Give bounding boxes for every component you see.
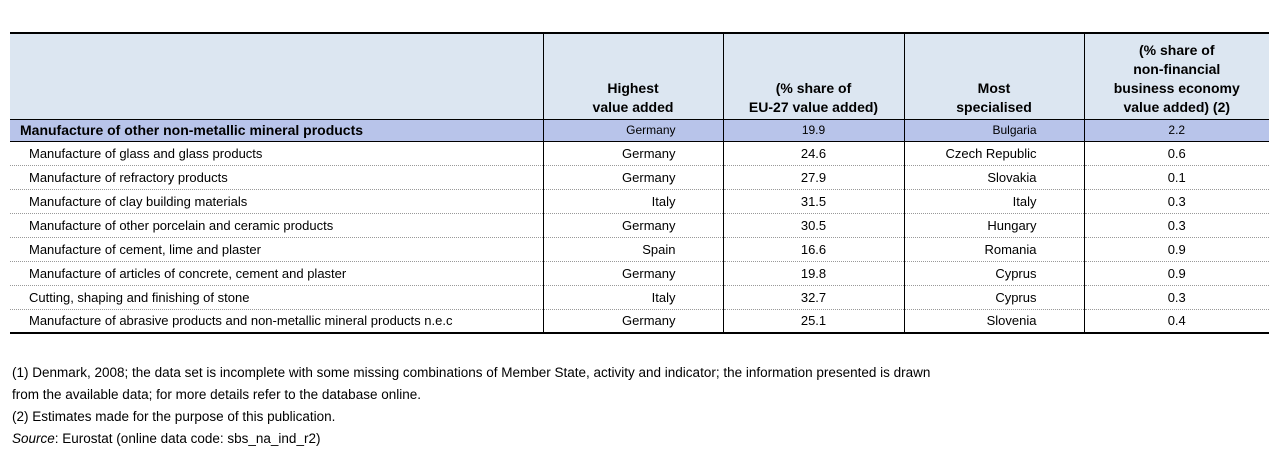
footnote-1-line-1: (1) Denmark, 2008; the data set is incom… bbox=[12, 365, 931, 380]
cell-most-specialised: Bulgaria bbox=[903, 119, 1084, 142]
cell-share-eu27: 24.6 bbox=[722, 141, 904, 166]
cell-share-nonfinancial: 0.3 bbox=[1083, 285, 1269, 310]
cell-share-nonfinancial: 2.2 bbox=[1083, 119, 1269, 142]
table-row-total: Manufacture of other non-metallic minera… bbox=[10, 119, 1269, 142]
cell-highest: Spain bbox=[542, 237, 723, 262]
cell-share-nonfinancial: 0.3 bbox=[1083, 189, 1269, 214]
row-label: Manufacture of other non-metallic minera… bbox=[10, 119, 543, 142]
source-label: Source bbox=[12, 431, 55, 446]
row-label: Manufacture of refractory products bbox=[10, 165, 543, 190]
cell-highest: Germany bbox=[542, 261, 723, 286]
cell-most-specialised: Italy bbox=[903, 189, 1084, 214]
row-label: Manufacture of glass and glass products bbox=[10, 141, 543, 166]
cell-share-nonfinancial: 0.9 bbox=[1083, 237, 1269, 262]
cell-share-eu27: 31.5 bbox=[722, 189, 904, 214]
cell-highest: Germany bbox=[542, 165, 723, 190]
cell-share-nonfinancial: 0.6 bbox=[1083, 141, 1269, 166]
cell-share-eu27: 27.9 bbox=[722, 165, 904, 190]
cell-highest: Italy bbox=[542, 189, 723, 214]
table-row: Manufacture of abrasive products and non… bbox=[10, 309, 1269, 334]
cell-most-specialised: Czech Republic bbox=[903, 141, 1084, 166]
row-label: Manufacture of clay building materials bbox=[10, 189, 543, 214]
cell-share-eu27: 25.1 bbox=[722, 309, 904, 334]
header-most-specialised: Most specialised bbox=[903, 32, 1084, 120]
cell-share-eu27: 30.5 bbox=[722, 213, 904, 238]
header-empty bbox=[10, 32, 543, 120]
cell-share-eu27: 32.7 bbox=[722, 285, 904, 310]
cell-highest: Italy bbox=[542, 285, 723, 310]
footnotes: (1) Denmark, 2008; the data set is incom… bbox=[12, 362, 930, 450]
cell-share-eu27: 16.6 bbox=[722, 237, 904, 262]
table-row: Manufacture of other porcelain and ceram… bbox=[10, 213, 1269, 238]
row-label: Manufacture of articles of concrete, cem… bbox=[10, 261, 543, 286]
cell-share-nonfinancial: 0.4 bbox=[1083, 309, 1269, 334]
cell-share-nonfinancial: 0.1 bbox=[1083, 165, 1269, 190]
row-label: Manufacture of cement, lime and plaster bbox=[10, 237, 543, 262]
cell-share-eu27: 19.8 bbox=[722, 261, 904, 286]
header-row: Highest value added (% share of EU-27 valu… bbox=[10, 32, 1269, 120]
row-label: Manufacture of abrasive products and non… bbox=[10, 309, 543, 334]
cell-most-specialised: Slovakia bbox=[903, 165, 1084, 190]
cell-highest: Germany bbox=[542, 119, 723, 142]
table-row: Cutting, shaping and finishing of stone … bbox=[10, 285, 1269, 310]
cell-highest: Germany bbox=[542, 141, 723, 166]
source-text: : Eurostat (online data code: sbs_na_ind… bbox=[54, 431, 321, 446]
row-label: Manufacture of other porcelain and ceram… bbox=[10, 213, 543, 238]
cell-highest: Germany bbox=[542, 213, 723, 238]
header-share-eu27: (% share of EU-27 value added) bbox=[722, 32, 904, 120]
cell-most-specialised: Cyprus bbox=[903, 285, 1084, 310]
cell-highest: Germany bbox=[542, 309, 723, 334]
footnote-1-line-2: from the available data; for more detail… bbox=[12, 387, 421, 402]
cell-share-nonfinancial: 0.9 bbox=[1083, 261, 1269, 286]
cell-most-specialised: Slovenia bbox=[903, 309, 1084, 334]
source-line: Source: Eurostat (online data code: sbs_… bbox=[12, 428, 930, 450]
table-row: Manufacture of refractory products Germa… bbox=[10, 165, 1269, 190]
table-row: Manufacture of glass and glass products … bbox=[10, 141, 1269, 166]
table-row: Manufacture of articles of concrete, cem… bbox=[10, 261, 1269, 286]
table-row: Manufacture of clay building materials I… bbox=[10, 189, 1269, 214]
cell-most-specialised: Hungary bbox=[903, 213, 1084, 238]
header-highest-value-added: Highest value added bbox=[542, 32, 723, 120]
cell-most-specialised: Romania bbox=[903, 237, 1084, 262]
cell-share-nonfinancial: 0.3 bbox=[1083, 213, 1269, 238]
cell-share-eu27: 19.9 bbox=[722, 119, 904, 142]
footnote-2: (2) Estimates made for the purpose of th… bbox=[12, 409, 336, 424]
table-row: Manufacture of cement, lime and plaster … bbox=[10, 237, 1269, 262]
row-label: Cutting, shaping and finishing of stone bbox=[10, 285, 543, 310]
header-share-nonfinancial: (% share of non-financial business economy… bbox=[1083, 32, 1269, 120]
data-table: Highest value added (% share of EU-27 valu… bbox=[10, 32, 1269, 334]
cell-most-specialised: Cyprus bbox=[903, 261, 1084, 286]
